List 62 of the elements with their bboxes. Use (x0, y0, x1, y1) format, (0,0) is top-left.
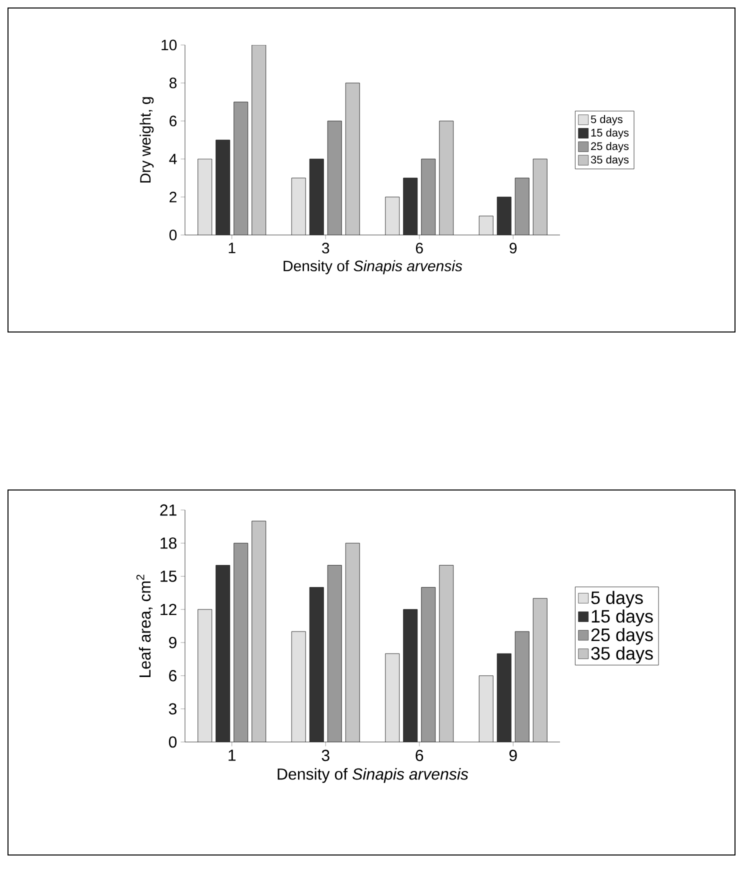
legend-label: 15 days (592, 609, 653, 626)
legend-label: 15 days (591, 128, 629, 139)
x-axis-title: Density of Sinapis arvensis (278, 768, 468, 783)
bar (478, 216, 494, 235)
legend-label: 5 days (590, 115, 622, 126)
bar (514, 178, 530, 235)
y-tick-label: 6 (170, 116, 177, 126)
y-tick-label: 15 (160, 570, 177, 582)
legend-label: 35 days (590, 155, 629, 166)
bar (421, 587, 436, 742)
bar (310, 587, 324, 742)
x-tick-label: 3 (322, 750, 330, 762)
y-tick-label: 0 (169, 230, 177, 240)
y-tick-label: 4 (169, 154, 177, 164)
bar (198, 158, 212, 235)
bar (216, 140, 230, 235)
bar (421, 158, 436, 235)
bar (439, 565, 454, 742)
legend-label: 5 days (591, 590, 643, 608)
bar (346, 543, 360, 742)
bar (328, 120, 342, 235)
x-tick-label: 3 (322, 242, 330, 254)
bar (478, 676, 494, 742)
bar (216, 565, 230, 742)
bar (292, 632, 306, 742)
y-tick-label: 9 (169, 636, 176, 648)
y-axis-title: Dry weight, g (140, 97, 154, 183)
bar (328, 565, 342, 742)
bar (292, 178, 306, 235)
y-tick-label: 12 (160, 604, 176, 616)
bar (234, 102, 248, 235)
bar (385, 654, 400, 742)
bar (310, 158, 324, 235)
x-tick-label: 9 (510, 242, 517, 254)
y-tick-label: 18 (160, 537, 176, 549)
bar (514, 631, 530, 742)
bar (532, 598, 548, 742)
bar (198, 609, 212, 742)
legend-label: 25 days (591, 628, 653, 645)
x-tick-label: 6 (416, 242, 423, 254)
bar (385, 196, 400, 235)
y-tick-label: 6 (169, 670, 176, 682)
bar (403, 178, 418, 235)
y-tick-label: 3 (168, 703, 176, 715)
y-tick-label: 10 (162, 40, 177, 50)
y-tick-label: 2 (170, 192, 176, 202)
legend-label: 25 days (591, 142, 629, 152)
y-axis-title: Leaf area, cm$^{2}$ (136, 574, 153, 677)
legend-label: 35 days (591, 646, 653, 664)
bar (403, 609, 418, 742)
bar (496, 653, 512, 742)
x-tick-label: 1 (228, 242, 236, 254)
y-tick-label: 0 (168, 736, 177, 748)
x-tick-label: 9 (509, 750, 517, 762)
x-axis-title: Density of Sinapis arvensis (284, 260, 462, 274)
y-tick-label: 21 (160, 504, 176, 516)
bar (496, 196, 512, 235)
x-tick-label: 6 (416, 750, 424, 762)
bar (252, 521, 266, 742)
y-tick-label: 8 (170, 78, 177, 88)
bar (234, 543, 248, 742)
x-tick-label: 1 (228, 750, 236, 761)
